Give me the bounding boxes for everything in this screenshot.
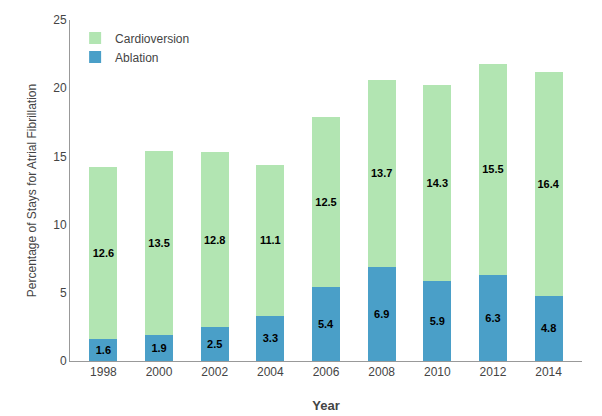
svg-text:3.3: 3.3 [263, 332, 278, 344]
svg-text:14.3: 14.3 [427, 177, 448, 189]
svg-text:2014: 2014 [535, 365, 562, 379]
svg-text:1.6: 1.6 [96, 344, 111, 356]
svg-text:Year: Year [312, 398, 339, 413]
svg-text:2000: 2000 [146, 365, 173, 379]
svg-text:25: 25 [53, 13, 67, 27]
svg-text:10: 10 [53, 218, 67, 232]
svg-text:5: 5 [60, 286, 67, 300]
svg-text:5.4: 5.4 [318, 318, 334, 330]
svg-text:11.1: 11.1 [260, 234, 281, 246]
svg-text:2006: 2006 [313, 365, 340, 379]
svg-text:0: 0 [60, 354, 67, 368]
svg-text:4.8: 4.8 [541, 322, 556, 334]
svg-text:12.8: 12.8 [204, 234, 225, 246]
svg-text:2004: 2004 [257, 365, 284, 379]
svg-text:16.4: 16.4 [537, 178, 559, 190]
svg-text:13.5: 13.5 [148, 237, 169, 249]
svg-text:12.6: 12.6 [93, 247, 114, 259]
svg-text:5.9: 5.9 [430, 315, 445, 327]
svg-text:2002: 2002 [201, 365, 228, 379]
svg-text:Percentage of Stays for Atrial: Percentage of Stays for Atrial Fibrillat… [25, 84, 39, 297]
svg-text:2008: 2008 [368, 365, 395, 379]
svg-text:15: 15 [53, 150, 67, 164]
svg-text:6.9: 6.9 [374, 308, 389, 320]
svg-text:2012: 2012 [480, 365, 507, 379]
svg-text:1.9: 1.9 [151, 342, 166, 354]
svg-text:6.3: 6.3 [485, 312, 500, 324]
svg-text:Ablation: Ablation [115, 51, 158, 65]
svg-text:Cardioversion: Cardioversion [115, 32, 189, 46]
svg-text:12.5: 12.5 [315, 196, 336, 208]
svg-text:13.7: 13.7 [371, 167, 392, 179]
svg-text:20: 20 [53, 81, 67, 95]
svg-text:15.5: 15.5 [482, 163, 503, 175]
svg-text:2010: 2010 [424, 365, 451, 379]
svg-text:2.5: 2.5 [207, 338, 222, 350]
svg-text:1998: 1998 [90, 365, 117, 379]
